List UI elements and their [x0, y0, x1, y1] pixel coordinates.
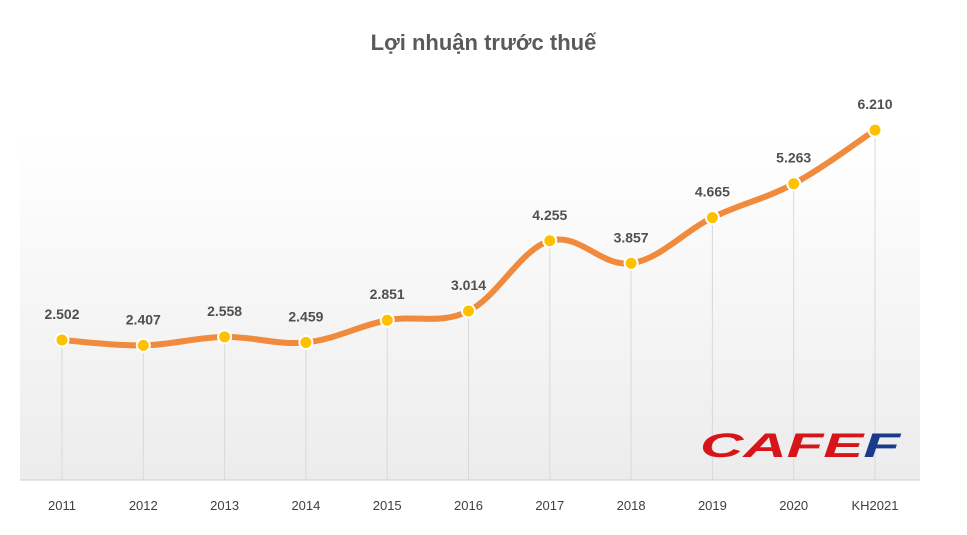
x-tick-kh2021: KH2021: [852, 498, 899, 513]
marker-2014: [298, 334, 314, 350]
x-tick-2013: 2013: [210, 498, 239, 513]
markers: [54, 122, 883, 353]
value-label-2015: 2.851: [370, 286, 405, 302]
value-label-2016: 3.014: [451, 277, 486, 293]
value-label-2014: 2.459: [288, 308, 323, 324]
marker-2016: [461, 303, 476, 319]
droplines: [61, 130, 876, 480]
x-tick-2016: 2016: [454, 498, 483, 513]
x-tick-2017: 2017: [535, 498, 564, 513]
value-label-2012: 2.407: [126, 311, 161, 327]
value-label-2011: 2.502: [44, 306, 79, 322]
x-tick-2015: 2015: [373, 498, 402, 513]
marker-2019: [704, 210, 720, 226]
value-label-2017: 4.255: [532, 207, 567, 223]
x-tick-2020: 2020: [779, 498, 808, 513]
value-label-kh2021: 6.210: [857, 96, 892, 112]
value-labels: 2.502 2.407 2.558 2.459 2.851 3.014 4.255 3.857…: [44, 96, 892, 327]
cafef-logo: CAFE F: [700, 430, 902, 462]
value-label-2019: 4.665: [695, 184, 730, 200]
marker-2012: [135, 337, 151, 353]
marker-2017: [542, 233, 558, 249]
x-tick-2018: 2018: [617, 498, 646, 513]
logo-text: CAFE F: [700, 430, 902, 462]
chart-title: Lợi nhuận trước thuế: [370, 30, 597, 55]
marker-2013: [217, 329, 233, 345]
x-tick-2012: 2012: [129, 498, 158, 513]
x-tick-2014: 2014: [291, 498, 320, 513]
marker-2011: [54, 332, 70, 348]
marker-kh2021: [867, 122, 883, 138]
x-tick-2019: 2019: [698, 498, 727, 513]
marker-2018: [623, 255, 639, 271]
value-label-2013: 2.558: [207, 303, 242, 319]
x-tick-labels: 2011 2012 2013 2014 2015 2016 2017 2018 2019 2020…: [48, 498, 898, 513]
x-tick-2011: 2011: [48, 498, 76, 513]
marker-2015: [379, 312, 395, 328]
marker-2020: [786, 176, 802, 192]
value-label-2018: 3.857: [614, 229, 649, 245]
value-label-2020: 5.263: [776, 150, 811, 166]
